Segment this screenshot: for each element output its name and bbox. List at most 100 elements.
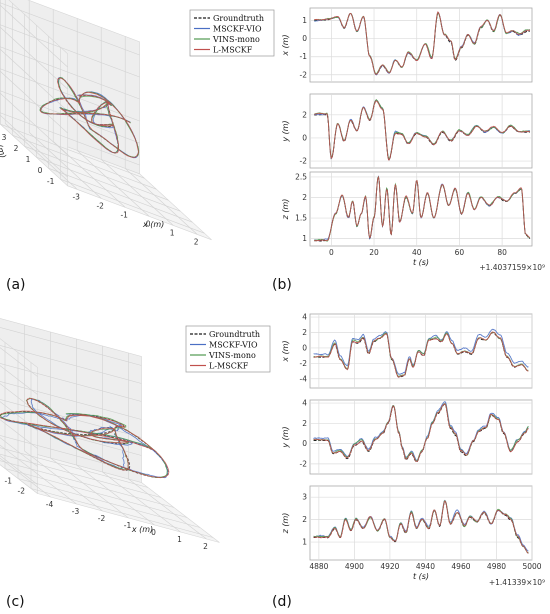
x-tick-label: 0 <box>329 248 334 257</box>
wall-gridline <box>0 26 68 90</box>
wall-gridline <box>0 4 68 68</box>
floor-gridline <box>17 478 201 528</box>
series-line-l-msckf <box>313 403 529 462</box>
trajectory-l-msckf <box>40 77 139 158</box>
wall-gridline <box>0 401 38 431</box>
x-tick-label: 4900 <box>345 562 364 571</box>
y-tick-label: -1 <box>5 477 13 486</box>
y-tick-label: 2 <box>302 193 307 202</box>
y-tick-label: 2 <box>302 515 307 524</box>
wall-gridline <box>0 347 38 377</box>
floor-gridline <box>28 132 102 199</box>
x-tick-label: -2 <box>98 514 106 523</box>
plot-frame <box>309 7 533 83</box>
legend-entry-l-msckf: L-MSCKF <box>213 45 253 54</box>
wall-gridline <box>0 345 142 384</box>
x-tick-label: 2 <box>194 237 199 246</box>
legend-entry-msckf-vio: MSCKF-VIO <box>213 24 262 33</box>
subplot-x: 4 2 0 -2 -4 x (m) <box>281 313 533 389</box>
x-tick-label: -3 <box>72 507 80 516</box>
y-tick-label: 4 <box>302 399 307 408</box>
x-tick-label: 4880 <box>309 562 328 571</box>
y-axis-label: y (m) <box>281 426 290 448</box>
series-line-l-msckf <box>313 331 529 378</box>
wall-gridline <box>0 24 140 78</box>
series-line-l-msckf <box>314 11 531 75</box>
x-axis-offset: +1.41339×10⁹ <box>489 578 545 587</box>
x-tick-label: 20 <box>369 248 379 257</box>
wall-gridline <box>0 383 38 413</box>
y-tick-label: 1 <box>302 234 307 243</box>
legend-entry-msckf-vio: MSCKF-VIO <box>209 340 258 349</box>
series-line-l-msckf <box>313 500 529 554</box>
x-tick-label: 4960 <box>451 562 470 571</box>
floor-gridline <box>0 460 175 508</box>
x-tick-label: 0 <box>151 528 156 537</box>
y-tick-label: 1 <box>302 538 307 547</box>
x-axis-offset: +1.4037159×10⁹ <box>479 263 545 272</box>
floor-gridline <box>0 123 145 179</box>
y-tick-label: 4 <box>302 313 307 322</box>
floor-gridline <box>124 168 198 235</box>
y-tick-label: 2 <box>302 110 307 119</box>
x-tick-label: -3 <box>72 192 80 201</box>
y-tick-label: 2 <box>302 328 307 337</box>
x-tick-label: 1 <box>177 535 182 544</box>
wall-gridline <box>0 92 68 156</box>
x-tick-label: 60 <box>455 248 465 257</box>
floor-gridline <box>0 447 149 488</box>
wall-gridline <box>0 455 38 485</box>
y-axis-label: z (m) <box>281 513 290 535</box>
y-tick-label: 1 <box>26 155 31 164</box>
y-tick-label: 0 <box>302 34 307 43</box>
y-axis-label: y (m) <box>281 120 290 142</box>
x-axis-label: t (s) <box>413 258 429 267</box>
floor-gridline <box>76 150 150 217</box>
x-tick-label: 2 <box>203 542 208 551</box>
series-line-l-msckf <box>314 100 531 161</box>
y-tick-label: -2 <box>300 459 308 468</box>
floor-gridline <box>4 468 188 518</box>
floor-gridline <box>60 178 205 234</box>
subplot-y: 2 0 -2 y (m) <box>281 93 533 169</box>
y-tick-label: 1 <box>302 16 307 25</box>
wall-gridline <box>0 70 68 134</box>
y-tick-label: -1 <box>47 177 55 186</box>
wall-gridline <box>0 363 142 402</box>
x-tick-label: -4 <box>46 500 54 509</box>
y-tick-label: 0 <box>38 166 43 175</box>
floor-gridline <box>24 450 103 512</box>
y-tick-label: 0 <box>302 439 307 448</box>
y-tick-label: -4 <box>300 374 308 383</box>
subplot-y: 4 2 0 -2 y (m) <box>281 399 533 475</box>
floor-gridline <box>48 167 193 223</box>
y-tick-label: 2.5 <box>295 172 307 181</box>
x-tick-label: 4920 <box>380 562 399 571</box>
wall-gridline <box>0 68 140 122</box>
y-tick-label: 0 <box>302 343 307 352</box>
panel-b-time-series: 10-1-2x (m)20-2y (m)2.521.510 20 40 60 80z (… <box>281 7 545 272</box>
plot-frame <box>309 171 533 247</box>
x-tick-label: 5000 <box>522 562 541 571</box>
floor-gridline <box>128 478 207 540</box>
wall-gridline <box>0 327 142 366</box>
wall-gridline <box>0 419 38 449</box>
panel-a-3d-trajectory: -3-2-101243210-143210-1x (m)y (m)z (m)Gr… <box>0 0 275 246</box>
panel-label: (b) <box>272 277 292 293</box>
x-tick-label: 80 <box>497 248 507 257</box>
wall-gridline <box>0 114 68 178</box>
floor-gridline <box>102 471 181 533</box>
y-tick-label: 0 <box>302 133 307 142</box>
plot-frame <box>309 313 533 389</box>
y-tick-label: 3 <box>2 133 7 142</box>
x-tick-label: 4940 <box>416 562 435 571</box>
floor-gridline <box>0 453 162 498</box>
y-axis-label: y (m) <box>0 135 8 159</box>
trajectory-l-msckf <box>0 397 170 479</box>
y-tick-label: 1.5 <box>295 214 307 223</box>
x-tick-label: -1 <box>124 521 132 530</box>
y-tick-label: -2 <box>300 157 308 166</box>
floor-gridline <box>4 123 78 190</box>
